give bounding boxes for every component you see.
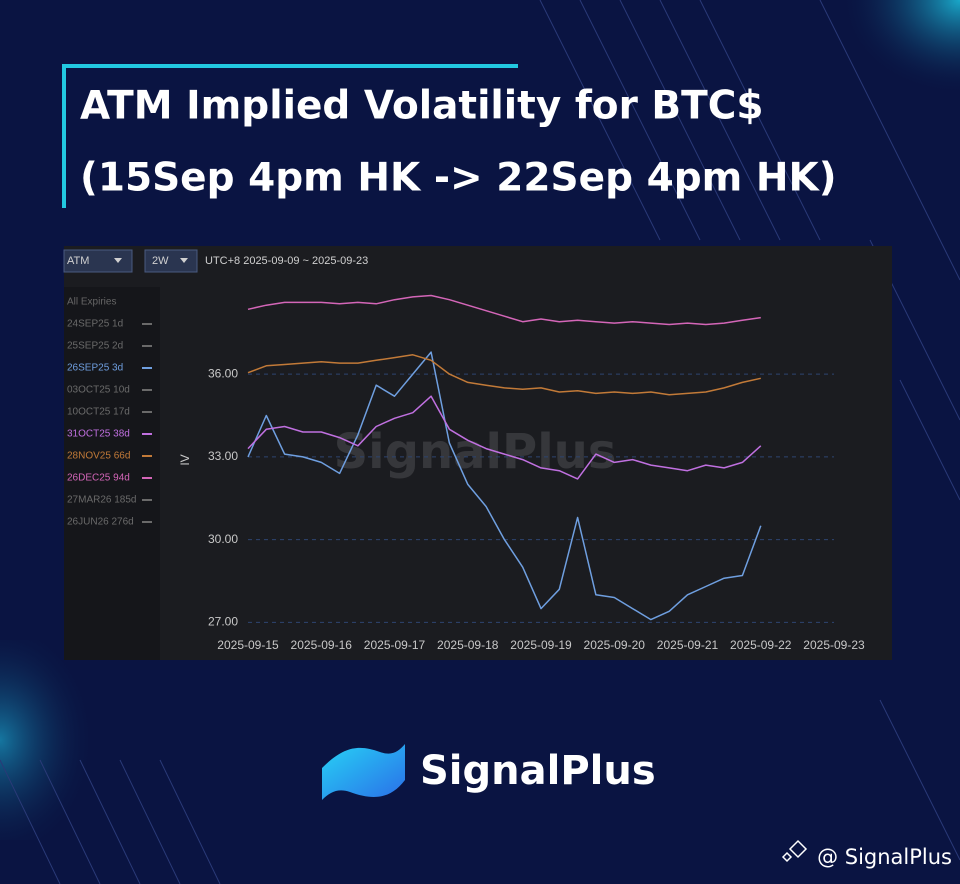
caret (114, 258, 122, 263)
caret (180, 258, 188, 263)
glow (0, 640, 160, 840)
legend-entry: 28NOV25 66d (67, 451, 130, 462)
legend-entry: 25SEP25 2d (67, 341, 123, 352)
legend-title: All Expiries (67, 297, 116, 308)
legend-entry: 27MAR26 185d (67, 495, 137, 506)
y-tick-label: 36.00 (208, 366, 238, 380)
x-tick-label: 2025-09-22 (730, 638, 792, 652)
footer-handle: @ SignalPlus (817, 845, 952, 869)
dropdown[interactable] (63, 249, 133, 273)
legend-entry: 10OCT25 17d (67, 407, 130, 418)
y-tick-label: 27.00 (208, 615, 238, 629)
series-line (247, 351, 762, 621)
y-tick-label: 33.00 (208, 449, 238, 463)
series-line (247, 294, 761, 326)
x-tick-label: 2025-09-21 (657, 638, 719, 652)
dropdown[interactable] (144, 249, 198, 273)
chart-panel (64, 246, 892, 660)
legend-entry: 26JUN26 276d (67, 517, 134, 528)
x-tick-label: 2025-09-16 (291, 638, 353, 652)
logo-icon (322, 744, 405, 800)
watermark: SignalPlus (334, 424, 617, 480)
x-tick-label: 2025-09-20 (584, 638, 646, 652)
logo-text: SignalPlus (420, 748, 656, 794)
badge-icon (781, 839, 808, 863)
headline-sub: (15Sep 4pm HK -> 22Sep 4pm HK) (80, 156, 837, 201)
headline: ATM Implied Volatility for BTC$ (80, 84, 763, 129)
sidebar (64, 287, 160, 660)
x-tick-label: 2025-09-15 (217, 638, 279, 652)
metric-select[interactable]: ATM (67, 255, 89, 267)
x-tick-label: 2025-09-19 (510, 638, 572, 652)
series-line (247, 354, 761, 396)
x-tick-label: 2025-09-17 (364, 638, 426, 652)
date-range: UTC+8 2025-09-09 ~ 2025-09-23 (205, 255, 368, 267)
x-tick-label: 2025-09-18 (437, 638, 499, 652)
y-axis-label: IV (178, 454, 192, 465)
legend-entry: 26SEP25 3d (67, 363, 123, 374)
range-select[interactable]: 2W (152, 255, 169, 267)
x-tick-label: 2025-09-23 (803, 638, 865, 652)
series-line (247, 395, 762, 480)
legend-entry: 24SEP25 1d (67, 319, 123, 330)
legend-entry: 03OCT25 10d (67, 385, 130, 396)
y-tick-label: 30.00 (208, 532, 238, 546)
legend-entry: 26DEC25 94d (67, 473, 130, 484)
legend-entry: 31OCT25 38d (67, 429, 130, 440)
